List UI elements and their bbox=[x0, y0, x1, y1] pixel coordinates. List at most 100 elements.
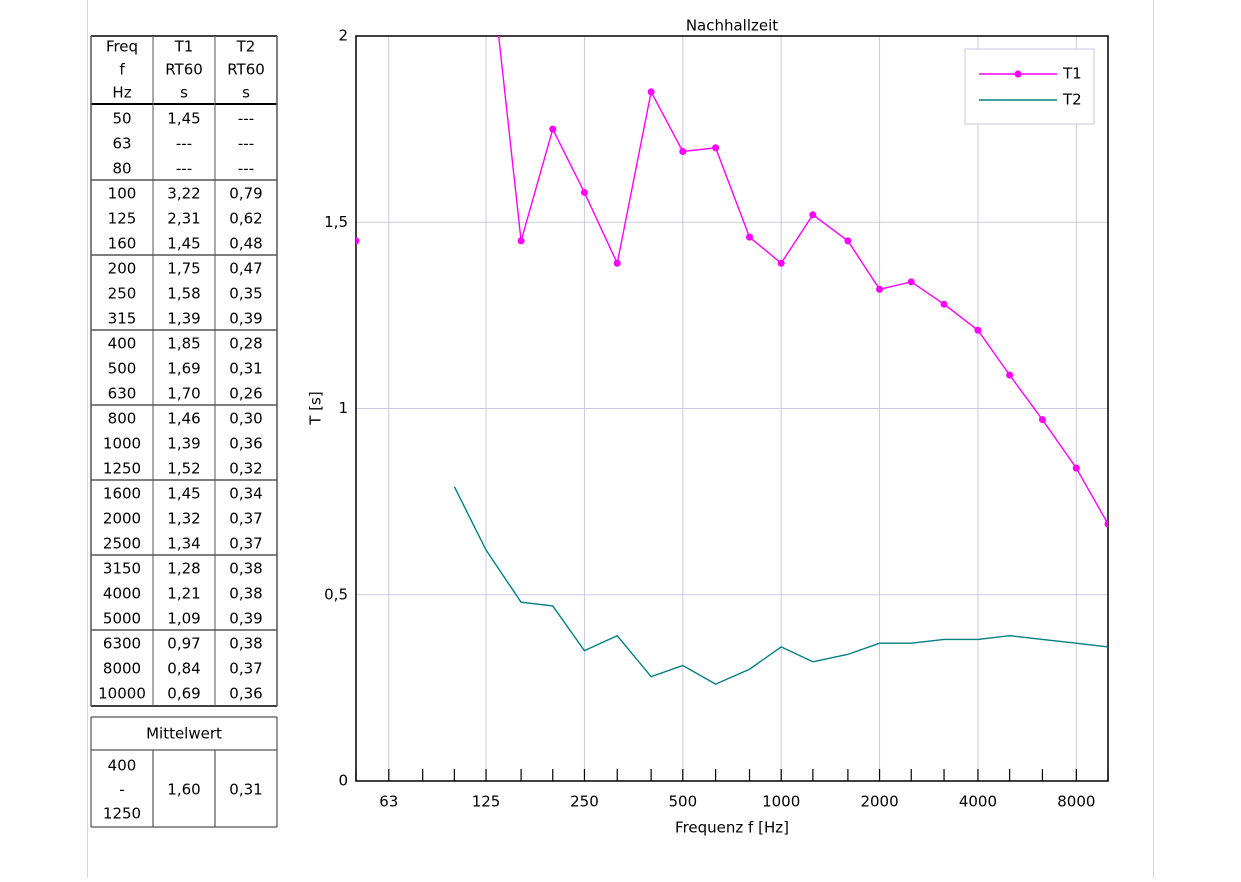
table-cell: 5000 bbox=[103, 610, 141, 628]
table-cell: --- bbox=[238, 160, 254, 178]
table-header: T1 bbox=[174, 38, 194, 56]
data-point bbox=[712, 144, 720, 152]
table-header: s bbox=[242, 84, 250, 102]
y-tick-label: 1 bbox=[338, 399, 348, 417]
table-cell: 0,37 bbox=[229, 510, 262, 528]
mean-t2: 0,31 bbox=[229, 781, 262, 799]
data-point bbox=[679, 147, 687, 155]
table-header: RT60 bbox=[227, 61, 265, 79]
table-cell: 1,75 bbox=[167, 260, 200, 278]
table-cell: --- bbox=[176, 135, 192, 153]
x-tick-label: 8000 bbox=[1057, 793, 1095, 811]
table-cell: 0,69 bbox=[167, 685, 200, 703]
table-cell: 0,31 bbox=[229, 360, 262, 378]
table-cell: 0,30 bbox=[229, 410, 262, 428]
table-cell: 1,85 bbox=[167, 335, 200, 353]
table-cell: 1250 bbox=[103, 460, 141, 478]
data-point bbox=[1038, 416, 1046, 424]
table-cell: 1,28 bbox=[167, 560, 200, 578]
table-cell: 0,36 bbox=[229, 685, 262, 703]
plot-frame bbox=[355, 35, 1109, 782]
table-cell: 0,38 bbox=[229, 585, 262, 603]
table-cell: 1,69 bbox=[167, 360, 200, 378]
table-cell: 2000 bbox=[103, 510, 141, 528]
table-header: Freq bbox=[106, 38, 138, 56]
table-cell: 0,62 bbox=[229, 210, 262, 228]
data-point bbox=[1006, 371, 1014, 379]
table-header: s bbox=[180, 84, 188, 102]
table-cell: 8000 bbox=[103, 660, 141, 678]
table-cell: 0,97 bbox=[167, 635, 200, 653]
table-cell: 1,39 bbox=[167, 435, 200, 453]
table-cell: 160 bbox=[108, 235, 137, 253]
series-line bbox=[453, 486, 1108, 685]
table-cell: 200 bbox=[108, 260, 137, 278]
data-point bbox=[746, 233, 754, 241]
x-tick-label: 125 bbox=[472, 793, 501, 811]
data-table: Freq f Hz T1 RT60 s T2 RT60 s 50 1,45 --- 63 --- --- 80… bbox=[90, 35, 278, 707]
x-tick-label: 2000 bbox=[860, 793, 898, 811]
table-cell: 500 bbox=[108, 360, 137, 378]
table-cell: 1,45 bbox=[167, 485, 200, 503]
y-tick-label: 0 bbox=[338, 772, 348, 790]
table-header: RT60 bbox=[165, 61, 203, 79]
data-point bbox=[1072, 464, 1080, 472]
table-cell: 0,39 bbox=[229, 610, 262, 628]
table-cell: 250 bbox=[108, 285, 137, 303]
y-tick-label: 2 bbox=[338, 27, 348, 45]
table-cell: 0,37 bbox=[229, 660, 262, 678]
table-cell: 0,47 bbox=[229, 260, 262, 278]
table-cell: 10000 bbox=[98, 685, 146, 703]
table-cell: 0,38 bbox=[229, 560, 262, 578]
table-cell: 0,35 bbox=[229, 285, 262, 303]
table-cell: 2500 bbox=[103, 535, 141, 553]
table-cell: 315 bbox=[108, 310, 137, 328]
y-tick-label: 0,5 bbox=[324, 585, 348, 603]
x-tick-label: 250 bbox=[570, 793, 599, 811]
data-point bbox=[876, 285, 884, 293]
table-cell: 100 bbox=[108, 185, 137, 203]
mean-range: - bbox=[119, 781, 124, 799]
table-cell: 0,84 bbox=[167, 660, 200, 678]
x-tick-label: 63 bbox=[379, 793, 398, 811]
table-cell: --- bbox=[176, 160, 192, 178]
data-point bbox=[907, 278, 915, 286]
x-tick-label: 500 bbox=[668, 793, 697, 811]
table-cell: 0,37 bbox=[229, 535, 262, 553]
table-cell: 0,28 bbox=[229, 335, 262, 353]
data-point bbox=[356, 237, 360, 245]
mean-t1: 1,60 bbox=[167, 781, 200, 799]
table-cell: 50 bbox=[112, 110, 131, 128]
table-cell: 125 bbox=[108, 210, 137, 228]
data-point bbox=[580, 188, 588, 196]
table-header: Hz bbox=[112, 84, 131, 102]
table-cell: 1,21 bbox=[167, 585, 200, 603]
legend-box bbox=[964, 48, 1095, 125]
data-point bbox=[1104, 520, 1108, 528]
table-cell: 1,70 bbox=[167, 385, 200, 403]
chart: Nachhallzeit Frequenz f [Hz] T [s] 0 0,5 1… bbox=[307, 17, 1109, 837]
table-cell: 0,36 bbox=[229, 435, 262, 453]
mean-table: Mittelwert 400 - 1250 1,60 0,31 bbox=[90, 716, 278, 828]
table-cell: 6300 bbox=[103, 635, 141, 653]
table-cell: 400 bbox=[108, 335, 137, 353]
table-cell: 1000 bbox=[103, 435, 141, 453]
data-point bbox=[517, 237, 525, 245]
table-cell: 1,58 bbox=[167, 285, 200, 303]
table-cell: 0,34 bbox=[229, 485, 262, 503]
table-cell: 3150 bbox=[103, 560, 141, 578]
x-tick-label: 4000 bbox=[959, 793, 997, 811]
table-cell: 1,45 bbox=[167, 110, 200, 128]
table-cell: 1600 bbox=[103, 485, 141, 503]
data-point bbox=[549, 125, 557, 133]
table-header: T2 bbox=[236, 38, 256, 56]
data-point bbox=[940, 300, 948, 308]
plot-area bbox=[356, 36, 1108, 685]
table-cell: 1,34 bbox=[167, 535, 200, 553]
legend-label: T2 bbox=[1062, 91, 1082, 109]
table-cell: 1,46 bbox=[167, 410, 200, 428]
table-cell: 1,39 bbox=[167, 310, 200, 328]
table-cell: 800 bbox=[108, 410, 137, 428]
